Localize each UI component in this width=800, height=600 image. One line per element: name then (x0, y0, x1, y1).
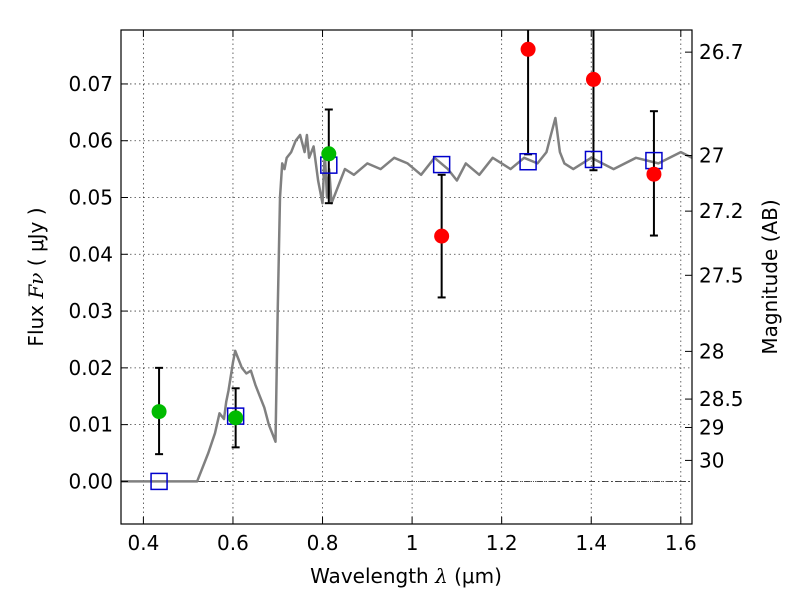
model-photometry-square (150, 472, 168, 491)
y-tick-label: 0.00 (68, 469, 113, 493)
y-tick-label: 0.05 (68, 186, 113, 210)
y-tick-label: 0.03 (68, 299, 113, 323)
low-significance-point (434, 228, 450, 244)
y-axis-label: Flux Fν ( μJy ) (24, 207, 48, 346)
y-tick-label: 0.06 (68, 129, 113, 153)
detection-point (228, 410, 244, 426)
right-tick-label: 29 (699, 415, 724, 439)
model-photometry-square (432, 155, 451, 174)
x-tick-label: 0.6 (217, 531, 249, 555)
model-photometry-square (519, 152, 537, 171)
right-tick-label: 27 (699, 143, 724, 167)
plot-frame (120, 29, 693, 525)
y-tick-label: 0.02 (68, 356, 113, 380)
x-axis: 0.4 0.6 0.8 1 1.2 1.4 1.6 (127, 30, 697, 555)
gridlines (121, 30, 692, 524)
y-tick-label: 0.04 (68, 242, 113, 266)
right-tick-label: 28.5 (699, 387, 744, 411)
y-axis-right: 26.7 27 27.2 27.5 28 28.5 29 30 (685, 40, 744, 472)
x-tick-label: 1 (406, 531, 419, 555)
spectrum-series (121, 116, 693, 483)
x-tick-label: 1.2 (486, 531, 518, 555)
x-tick-label: 1.6 (665, 531, 697, 555)
low-significance-point (646, 166, 662, 182)
x-tick-label: 0.4 (127, 531, 159, 555)
x-tick-label: 1.4 (575, 531, 607, 555)
detection-point (151, 404, 167, 420)
observed-flux-series (151, 41, 662, 426)
x-axis-label: Wavelength λ (μm) (310, 564, 502, 588)
y-tick-label: 0.07 (68, 72, 113, 96)
x-tick-label: 0.8 (307, 531, 339, 555)
right-tick-label: 26.7 (699, 40, 744, 64)
model-spectrum-line (121, 116, 693, 483)
low-significance-point (520, 41, 536, 57)
y-tick-label: 0.01 (68, 413, 113, 437)
model-photometry-series (150, 150, 663, 491)
right-tick-label: 28 (699, 339, 724, 363)
model-photometry-square (584, 150, 603, 169)
low-significance-point (585, 71, 601, 87)
right-tick-label: 27.2 (699, 199, 744, 223)
y-axis-left: 0.00 0.01 0.02 0.03 0.04 0.05 0.06 0.07 (68, 72, 128, 493)
error-bars (155, 30, 658, 456)
right-axis-label: Magnitude (AB) (758, 199, 782, 354)
detection-point (321, 146, 337, 162)
right-tick-label: 30 (699, 448, 724, 472)
right-tick-label: 27.5 (699, 263, 744, 287)
